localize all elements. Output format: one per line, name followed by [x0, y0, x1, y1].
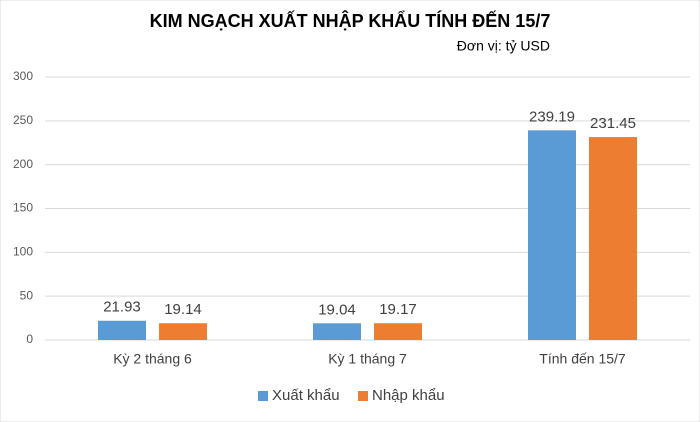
legend-label: Nhập khẩu: [372, 387, 445, 404]
data-label: 239.19: [529, 108, 575, 125]
x-tick-label: Kỳ 2 tháng 6: [113, 351, 192, 367]
y-tick-label: 100: [13, 245, 33, 259]
bar: [98, 320, 146, 340]
y-tick-label: 200: [13, 157, 33, 171]
legend-swatch: [358, 391, 368, 401]
legend-swatch: [258, 391, 268, 401]
bar: [528, 130, 576, 340]
y-tick-label: 50: [20, 288, 34, 302]
data-label: 19.14: [164, 301, 202, 318]
bar: [589, 137, 637, 340]
x-tick-label: Tính đến 15/7: [539, 351, 626, 367]
bar: [159, 323, 207, 340]
x-tick-label: Kỳ 1 tháng 7: [328, 351, 407, 367]
y-tick-label: 0: [26, 332, 33, 346]
data-label: 19.04: [318, 301, 356, 318]
chart-title: KIM NGẠCH XUẤT NHẬP KHẨU TÍNH ĐẾN 15/7: [150, 10, 551, 31]
y-tick-label: 150: [13, 201, 33, 215]
legend-label: Xuất khẩu: [272, 387, 340, 404]
chart-subtitle: Đơn vị: tỷ USD: [457, 38, 550, 54]
y-tick-label: 300: [13, 69, 33, 83]
bar: [313, 323, 361, 340]
bar: [374, 323, 422, 340]
data-label: 19.17: [379, 301, 417, 318]
data-label: 231.45: [590, 115, 636, 132]
data-label: 21.93: [103, 299, 141, 316]
y-tick-label: 250: [13, 113, 33, 127]
